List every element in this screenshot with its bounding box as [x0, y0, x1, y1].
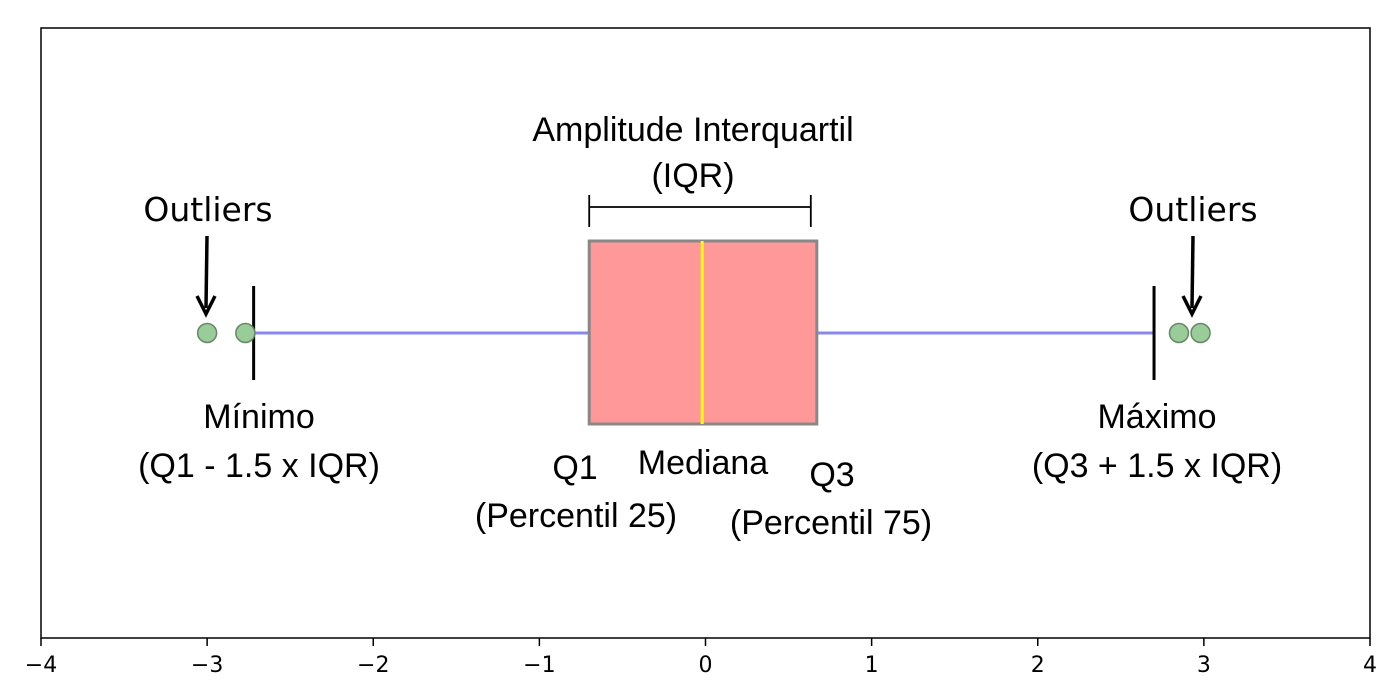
max-formula: (Q3 + 1.5 x IQR)	[1032, 447, 1282, 485]
outlier-points	[196, 322, 1211, 344]
x-tick-label: 1	[865, 653, 879, 678]
outlier-point	[235, 322, 256, 344]
q3-subtitle: (Percentil 75)	[730, 504, 932, 542]
iqr-bracket	[588, 195, 812, 227]
x-tick-label: −2	[357, 653, 389, 678]
q1-subtitle: (Percentil 25)	[475, 497, 677, 535]
arrow-right-icon	[1181, 235, 1203, 318]
x-tick-label: 3	[1197, 653, 1211, 678]
x-tick-label: 4	[1363, 653, 1377, 678]
q1-title: Q1	[552, 449, 597, 487]
max-title: Máximo	[1097, 398, 1216, 436]
median-title: Mediana	[638, 444, 769, 482]
outliers-right-label: Outliers	[1128, 190, 1257, 229]
x-axis: −4 −3 −2 −1 0 1 2 3 4	[25, 638, 1377, 678]
arrow-left-icon	[195, 235, 217, 318]
outlier-point	[196, 322, 218, 344]
iqr-abbr: (IQR)	[651, 157, 734, 195]
outliers-left-label: Outliers	[143, 190, 272, 229]
x-tick-label: 0	[699, 653, 713, 678]
x-tick-label: 2	[1031, 653, 1045, 678]
min-title: Mínimo	[203, 398, 314, 436]
outlier-point	[1168, 322, 1190, 344]
min-formula: (Q1 - 1.5 x IQR)	[138, 447, 380, 485]
outlier-point	[1190, 322, 1211, 344]
x-tick-label: −1	[523, 653, 555, 678]
iqr-title: Amplitude Interquartil	[532, 111, 853, 149]
x-tick-label: −4	[25, 653, 57, 678]
x-tick-label: −3	[191, 653, 223, 678]
q3-title: Q3	[809, 456, 854, 494]
